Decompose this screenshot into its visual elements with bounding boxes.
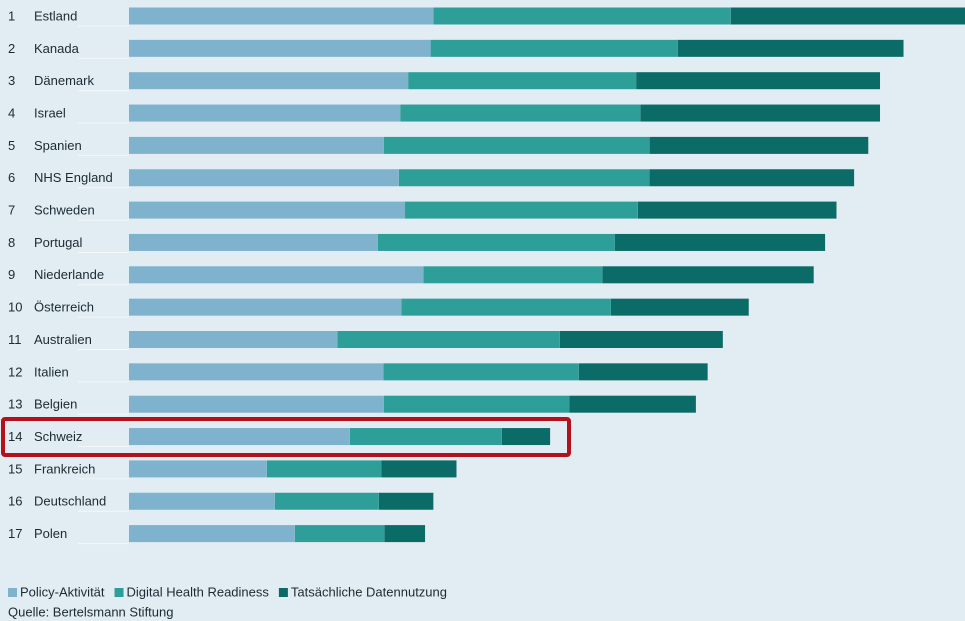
bar-segment	[637, 201, 837, 219]
bar-segment	[129, 201, 406, 219]
bar-segment	[559, 331, 723, 348]
bar-segment	[129, 233, 378, 251]
bar-segment	[129, 460, 267, 478]
bar-segment	[423, 266, 603, 284]
bar-segment	[129, 331, 338, 348]
rank: 4	[8, 105, 15, 120]
rank: 16	[8, 494, 22, 509]
rank: 1	[8, 8, 15, 23]
rank: 10	[8, 300, 22, 315]
legend-label: Policy-Aktivität	[20, 584, 105, 599]
bar-segment	[383, 395, 570, 413]
bar-segment	[349, 428, 502, 446]
category-label: Frankreich	[34, 461, 95, 476]
category-label: Australien	[34, 332, 92, 347]
bar-segment	[433, 7, 731, 25]
bar-segment	[677, 39, 904, 57]
rank: 5	[8, 138, 15, 153]
category-label: Spanien	[34, 138, 82, 153]
bar-segment	[129, 492, 275, 510]
bar-segment	[649, 136, 869, 154]
legend-label: Tatsächliche Datennutzung	[291, 584, 447, 599]
bar-segment	[129, 136, 384, 154]
category-label: Österreich	[34, 300, 94, 315]
bar-segment	[129, 363, 384, 381]
bar-segment	[129, 395, 384, 413]
source: Quelle: Bertelsmann Stiftung	[8, 604, 173, 619]
bar-segment	[408, 72, 637, 90]
rank: 13	[8, 397, 22, 412]
bar-segment	[401, 298, 611, 316]
rank: 8	[8, 235, 15, 250]
rank: 9	[8, 267, 15, 282]
category-label: Deutschland	[34, 494, 106, 509]
rank: 3	[8, 73, 15, 88]
category-label: Italien	[34, 364, 69, 379]
legend-label: Digital Health Readiness	[127, 584, 270, 599]
bar-segment	[383, 136, 650, 154]
rank: 7	[8, 203, 15, 218]
rank: 17	[8, 526, 22, 541]
rank: 2	[8, 41, 15, 56]
bar-segment	[129, 525, 295, 543]
bar-segment	[649, 169, 855, 187]
bar-segment	[398, 169, 650, 187]
bar-segment	[129, 428, 350, 446]
rank: 14	[8, 429, 22, 444]
highlight-box	[1, 417, 571, 457]
bar-segment	[129, 72, 409, 90]
bar-segment	[381, 460, 457, 478]
bar-segment	[129, 298, 402, 316]
bar-segment	[640, 104, 881, 122]
category-label: Israel	[34, 105, 66, 120]
bar-segment	[129, 104, 401, 122]
bar-segment	[383, 363, 579, 381]
category-label: Polen	[34, 526, 67, 541]
bar-segment	[578, 363, 708, 381]
legend-swatch	[278, 588, 288, 597]
category-label: NHS England	[34, 170, 113, 185]
bar-segment	[129, 169, 399, 187]
legend-swatch	[114, 588, 124, 597]
bar-segment	[129, 7, 434, 25]
bar-segment	[614, 233, 826, 251]
bar-segment	[384, 525, 426, 543]
bar-segment	[294, 525, 385, 543]
bar-segment	[378, 492, 434, 510]
category-label: Belgien	[34, 397, 77, 412]
rank: 12	[8, 364, 22, 379]
category-label: Dänemark	[34, 73, 94, 88]
bar-segment	[400, 104, 641, 122]
rank: 15	[8, 461, 22, 476]
bar-segment	[501, 428, 551, 446]
category-label: Niederlande	[34, 267, 104, 282]
bar-segment	[129, 266, 424, 284]
category-label: Portugal	[34, 235, 83, 250]
rank: 6	[8, 170, 15, 185]
legend-swatch	[8, 588, 17, 597]
category-label: Schweiz	[34, 429, 82, 444]
rank: 11	[8, 332, 22, 347]
bar-segment	[129, 39, 431, 57]
bar-segment	[610, 298, 749, 316]
bar-segment	[337, 331, 560, 348]
bar-segment	[730, 7, 965, 25]
bar-segment	[274, 492, 379, 510]
bar-segment	[569, 395, 696, 413]
bar-segment	[636, 72, 881, 90]
bar-segment	[266, 460, 382, 478]
bar-segment	[405, 201, 638, 219]
category-label: Schweden	[34, 203, 95, 218]
category-label: Kanada	[34, 41, 80, 56]
bar-segment	[430, 39, 678, 57]
bar-segment	[602, 266, 814, 284]
bar-segment	[377, 233, 615, 251]
category-label: Estland	[34, 8, 77, 23]
